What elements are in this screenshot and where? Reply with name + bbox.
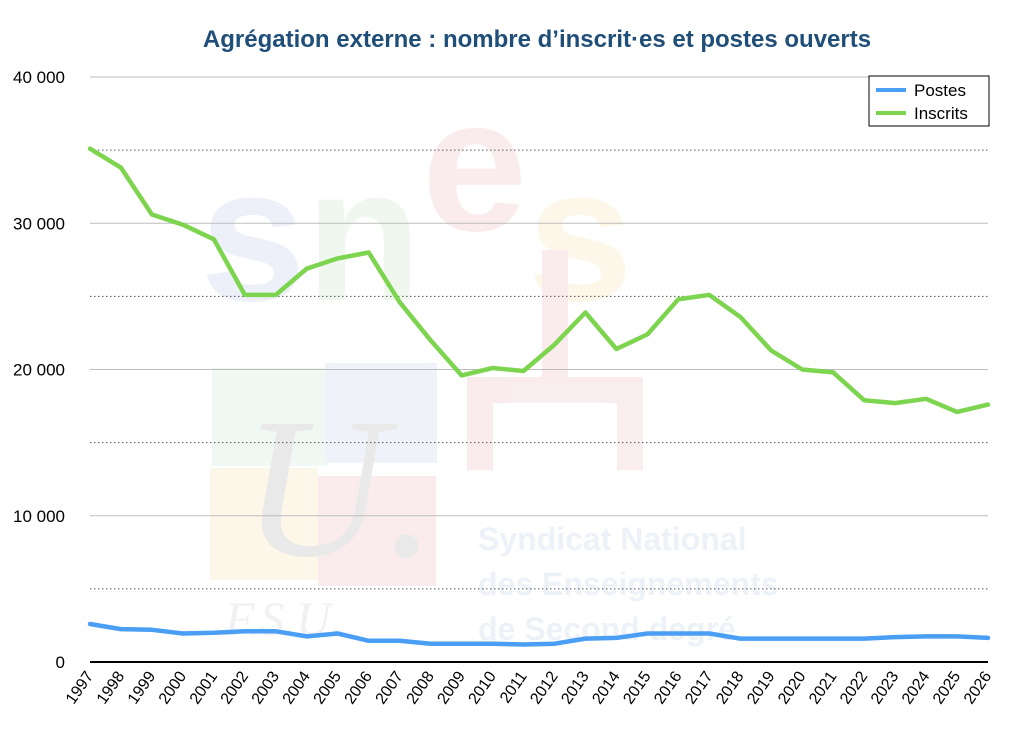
x-tick-label: 2026 xyxy=(961,668,995,707)
watermark-org-line-3: de Second degré xyxy=(478,611,736,647)
legend: Postes Inscrits xyxy=(868,75,990,127)
legend-label-postes: Postes xyxy=(914,81,966,100)
watermark-org-line-2: des Enseignements xyxy=(478,566,779,602)
chart-title: Agrégation externe : nombre d’inscrit·es… xyxy=(203,26,871,53)
x-tick-label: 2007 xyxy=(373,668,407,707)
x-tick-label: 2001 xyxy=(187,668,221,707)
x-tick-label: 2003 xyxy=(249,668,283,707)
x-tick-label: 2018 xyxy=(713,668,747,707)
x-tick-label: 2024 xyxy=(899,668,933,707)
x-tick-label: 2016 xyxy=(651,668,685,707)
x-tick-label: 2004 xyxy=(280,668,314,707)
x-tick-label: 2002 xyxy=(218,668,252,707)
x-tick-label: 1998 xyxy=(94,668,128,707)
series-line-postes xyxy=(87,621,991,647)
x-tick-label: 2014 xyxy=(589,668,623,707)
x-tick-label: 2023 xyxy=(868,668,902,707)
watermark-logo: U. F.S.U. snes Syndicat National des Ens… xyxy=(200,59,779,647)
watermark-red-bracket xyxy=(467,250,643,470)
x-tick-label: 2008 xyxy=(404,668,438,707)
gridlines xyxy=(90,76,988,590)
series-lines xyxy=(87,146,991,647)
x-tick-label: 2013 xyxy=(558,668,592,707)
x-tick-label: 2022 xyxy=(837,668,871,707)
x-tick-label: 2020 xyxy=(775,668,809,707)
watermark-letter-e: e xyxy=(422,59,528,271)
series-line-inscrits xyxy=(87,146,991,415)
watermark-block-green xyxy=(212,368,327,466)
x-tick-label: 2019 xyxy=(744,668,778,707)
x-tick-label: 2015 xyxy=(620,668,654,707)
x-tick-label: 2021 xyxy=(806,668,840,707)
watermark-block-red xyxy=(318,476,436,586)
x-tick-label: 2011 xyxy=(497,668,531,706)
x-tick-label: 1997 xyxy=(63,668,97,707)
x-axis-ticks: 1997199819992000200120022003200420052006… xyxy=(63,668,995,707)
x-tick-label: 2010 xyxy=(465,668,499,707)
x-tick-label: 2009 xyxy=(435,668,469,707)
watermark-block-blue xyxy=(325,363,437,463)
y-axis-ticks: 0 10 000 20 000 30 000 40 000 xyxy=(13,68,65,672)
x-tick-label: 2025 xyxy=(930,668,964,707)
y-tick-label: 40 000 xyxy=(13,68,65,87)
y-tick-label: 0 xyxy=(56,653,65,672)
x-tick-label: 2017 xyxy=(682,668,716,707)
x-tick-label: 1999 xyxy=(125,668,159,707)
x-tick-label: 2006 xyxy=(342,668,376,707)
x-tick-label: 2012 xyxy=(527,668,561,707)
x-tick-label: 2000 xyxy=(156,668,190,707)
watermark-snes: snes xyxy=(200,59,633,341)
watermark-u-letter: U. xyxy=(242,378,436,599)
legend-box xyxy=(868,75,990,127)
y-tick-label: 10 000 xyxy=(13,507,65,526)
watermark-letter-s1: s xyxy=(200,129,306,341)
x-tick-label: 2005 xyxy=(311,668,345,707)
y-tick-label: 30 000 xyxy=(13,214,65,233)
y-tick-label: 20 000 xyxy=(13,361,65,380)
watermark-fsu: F.S.U. xyxy=(224,593,343,646)
legend-label-inscrits: Inscrits xyxy=(914,104,968,123)
watermark-block-yellow xyxy=(210,468,318,580)
watermark-org-line-1: Syndicat National xyxy=(478,521,747,557)
